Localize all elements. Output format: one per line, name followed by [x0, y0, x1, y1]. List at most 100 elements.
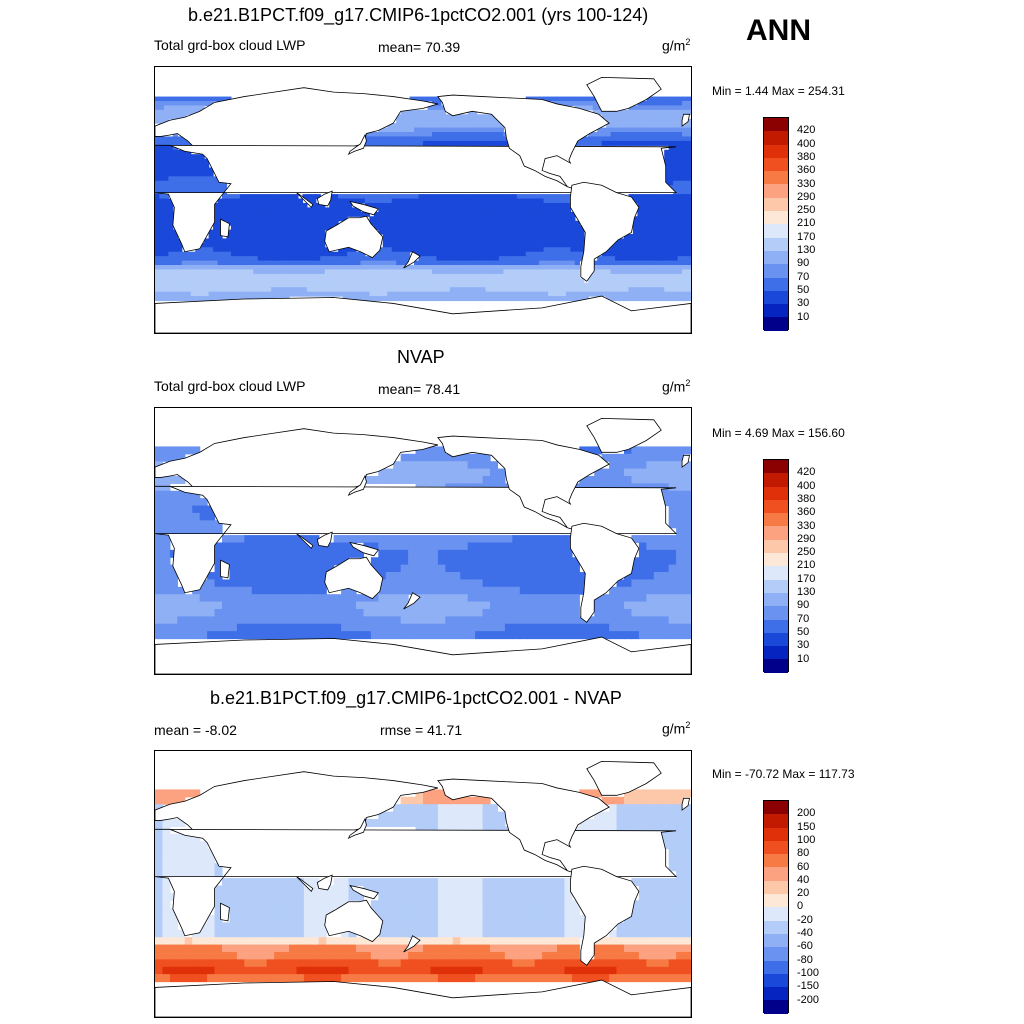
field-cell	[262, 260, 268, 266]
field-cell	[400, 229, 406, 235]
field-cell	[333, 251, 339, 257]
field-cell	[597, 140, 603, 146]
field-cell	[619, 273, 625, 279]
field-cell	[360, 296, 366, 302]
field-cell	[281, 631, 290, 640]
field-cell	[481, 287, 487, 293]
field-cell	[415, 885, 424, 894]
field-cell	[610, 291, 616, 297]
field-cell	[222, 296, 228, 302]
field-cell	[251, 878, 260, 887]
field-cell	[521, 269, 527, 275]
field-cell	[214, 616, 223, 625]
field-cell	[204, 167, 210, 173]
field-cell	[650, 140, 656, 146]
field-cell	[624, 251, 630, 257]
field-cell	[646, 114, 652, 120]
field-cell	[369, 265, 375, 271]
field-cell	[177, 616, 186, 625]
field-cell	[436, 220, 442, 226]
field-cell	[244, 616, 253, 625]
field-cell	[364, 211, 370, 217]
field-cell	[351, 291, 357, 297]
field-cell	[436, 225, 442, 231]
field-cell	[347, 296, 353, 302]
field-cell	[190, 163, 196, 169]
field-cell	[415, 915, 424, 924]
field-cell	[668, 251, 674, 257]
field-cell	[324, 211, 330, 217]
field-cell	[271, 238, 277, 244]
field-cell	[162, 892, 171, 901]
field-cell	[289, 194, 295, 200]
field-cell	[423, 242, 429, 248]
field-cell	[400, 127, 406, 133]
field-cell	[251, 616, 260, 625]
field-cell	[655, 109, 661, 115]
field-cell	[475, 608, 484, 617]
field-cell	[557, 557, 566, 566]
field-cell	[172, 109, 178, 115]
field-cell	[385, 907, 394, 916]
field-cell	[430, 594, 439, 603]
field-cell	[181, 154, 187, 160]
field-cell	[400, 475, 409, 484]
field-cell	[650, 269, 656, 275]
field-cell	[521, 265, 527, 271]
field-cell	[539, 198, 545, 204]
field-cell	[275, 278, 281, 284]
field-cell	[177, 171, 183, 177]
field-cell	[527, 594, 536, 603]
field-cell	[280, 265, 286, 271]
field-cell	[561, 220, 567, 226]
field-cell	[423, 251, 429, 257]
field-cell	[370, 535, 379, 544]
field-cell	[423, 811, 432, 820]
field-cell	[204, 256, 210, 262]
field-cell	[676, 826, 685, 835]
field-cell	[512, 198, 518, 204]
field-cell	[382, 247, 388, 253]
field-cell	[490, 207, 496, 213]
field-cell	[542, 623, 551, 632]
field-cell	[664, 100, 670, 107]
field-cell	[400, 796, 409, 805]
field-cell	[650, 207, 656, 213]
field-cell	[281, 535, 290, 544]
field-cell	[482, 616, 491, 625]
field-cell	[686, 287, 691, 293]
field-cell	[169, 475, 178, 484]
field-cell	[275, 282, 281, 288]
field-cell	[440, 278, 446, 284]
field-cell	[476, 273, 482, 279]
field-cell	[306, 198, 312, 204]
field-cell	[311, 291, 317, 297]
field-cell	[628, 291, 634, 297]
field-cell	[490, 118, 496, 124]
field-cell	[405, 256, 411, 262]
field-cell	[631, 572, 640, 581]
field-cell	[226, 202, 232, 208]
field-cell	[440, 225, 446, 231]
field-cell	[445, 287, 451, 293]
field-cell	[624, 811, 633, 820]
field-cell	[659, 118, 665, 124]
field-cell	[549, 885, 558, 894]
field-cell	[497, 907, 506, 916]
field-cell	[646, 238, 652, 244]
field-cell	[378, 818, 387, 827]
field-cell	[430, 892, 439, 901]
field-cell	[414, 233, 420, 240]
coastline	[403, 251, 421, 269]
field-cell	[303, 885, 312, 894]
field-cell	[418, 225, 424, 231]
field-cell	[222, 885, 231, 894]
field-cell	[624, 278, 630, 284]
field-cell	[297, 207, 303, 213]
field-cell	[668, 579, 677, 588]
field-cell	[668, 900, 677, 909]
field-cell	[530, 229, 536, 235]
field-cell	[172, 247, 178, 253]
field-cell	[408, 796, 417, 805]
field-cell	[303, 608, 312, 617]
